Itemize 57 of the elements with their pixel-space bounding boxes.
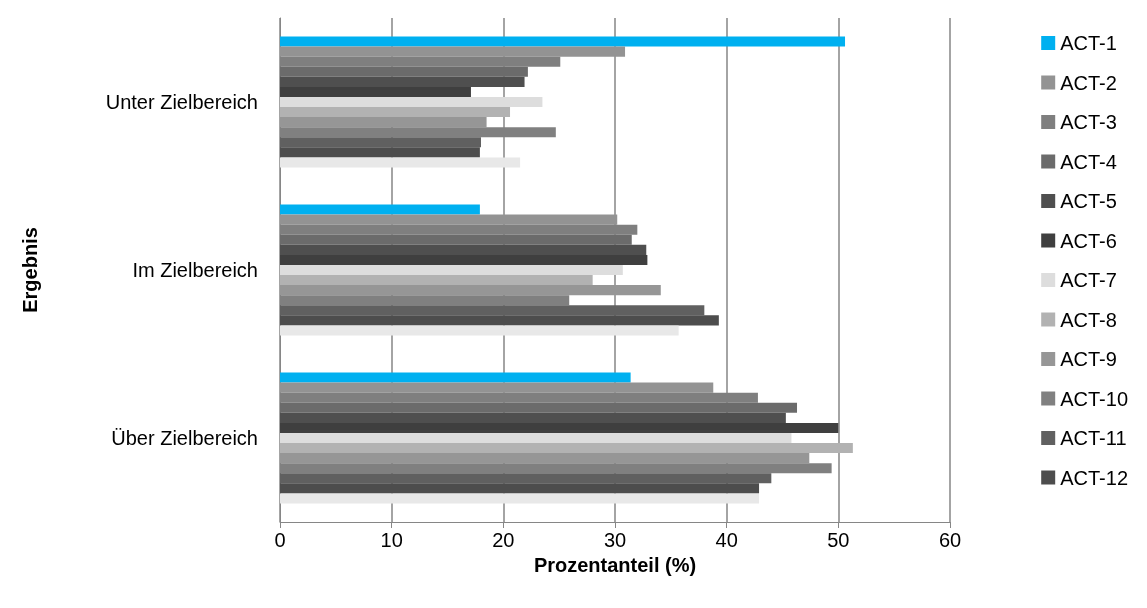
legend-label: ACT-11 bbox=[1060, 427, 1127, 449]
bar bbox=[280, 254, 648, 265]
bar bbox=[280, 372, 631, 383]
legend-label: ACT-9 bbox=[1060, 348, 1117, 370]
legend-label: ACT-8 bbox=[1060, 308, 1117, 331]
bar bbox=[280, 285, 661, 296]
legend-label: ACT-7 bbox=[1060, 269, 1117, 291]
x-tick-label: 10 bbox=[380, 529, 403, 551]
x-tick-label: 20 bbox=[492, 529, 515, 551]
legend-label: ACT-10 bbox=[1060, 387, 1129, 410]
bar bbox=[280, 264, 623, 276]
bar bbox=[280, 422, 839, 433]
bar bbox=[280, 214, 618, 225]
bar bbox=[280, 234, 632, 245]
bar bbox=[280, 137, 481, 148]
bar bbox=[280, 147, 480, 158]
y-tick-label: Im Zielbereich bbox=[132, 259, 258, 281]
bar bbox=[280, 315, 719, 326]
bar bbox=[280, 46, 626, 57]
legend-label: ACT-12 bbox=[1060, 466, 1129, 489]
bar bbox=[280, 325, 679, 336]
bar bbox=[280, 275, 593, 286]
legend-label: ACT-5 bbox=[1060, 190, 1117, 212]
x-tick-label: 0 bbox=[274, 529, 286, 551]
y-tick-label: Unter Zielbereich bbox=[105, 91, 258, 113]
bar bbox=[280, 76, 525, 87]
x-tick-label: 60 bbox=[938, 529, 962, 551]
bar bbox=[280, 382, 714, 393]
x-tick-label: 30 bbox=[603, 529, 627, 551]
bar bbox=[280, 453, 810, 464]
bar bbox=[280, 473, 772, 484]
bar bbox=[280, 66, 528, 77]
x-axis-title: Prozentanteil (%) bbox=[533, 553, 697, 576]
x-tick-label: 40 bbox=[715, 529, 738, 551]
y-axis-title: Ergebnis bbox=[19, 227, 41, 313]
bar bbox=[280, 493, 760, 504]
bar bbox=[280, 117, 487, 128]
bar bbox=[280, 402, 798, 413]
bar bbox=[280, 412, 786, 423]
legend-label: ACT-2 bbox=[1060, 71, 1117, 94]
bar bbox=[280, 107, 511, 118]
bar bbox=[280, 157, 521, 168]
bar bbox=[280, 36, 846, 47]
bar bbox=[280, 432, 792, 444]
y-tick-label: Über Zielbereich bbox=[111, 427, 258, 449]
bar bbox=[280, 96, 543, 108]
bar bbox=[280, 443, 853, 454]
legend-label: ACT-4 bbox=[1060, 150, 1117, 173]
legend-label: ACT-3 bbox=[1060, 111, 1117, 133]
legend-label: ACT-6 bbox=[1060, 229, 1117, 252]
bar bbox=[280, 244, 647, 255]
bar bbox=[280, 204, 480, 215]
bar bbox=[280, 305, 705, 316]
legend-label: ACT-1 bbox=[1060, 32, 1117, 54]
x-tick-label: 50 bbox=[827, 529, 850, 551]
bar bbox=[280, 483, 760, 494]
bar bbox=[280, 86, 471, 97]
